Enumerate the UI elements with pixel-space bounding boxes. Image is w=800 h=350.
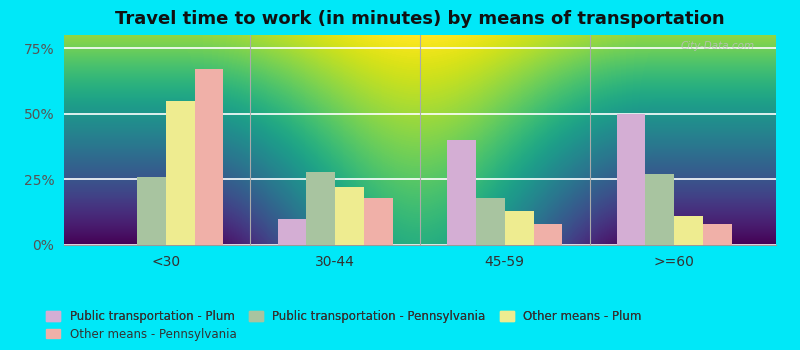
Bar <box>194 69 223 245</box>
Bar <box>617 114 646 245</box>
Bar <box>674 216 703 245</box>
Text: City-Data.com: City-Data.com <box>681 41 754 51</box>
Bar <box>306 172 335 245</box>
Bar <box>703 224 732 245</box>
Bar <box>476 198 505 245</box>
Bar <box>447 140 476 245</box>
Bar <box>534 224 562 245</box>
Bar <box>166 101 194 245</box>
Bar <box>137 177 166 245</box>
Bar <box>278 219 306 245</box>
Bar <box>646 174 674 245</box>
Bar <box>335 187 364 245</box>
Legend: Other means - Pennsylvania: Other means - Pennsylvania <box>46 328 236 341</box>
Title: Travel time to work (in minutes) by means of transportation: Travel time to work (in minutes) by mean… <box>115 10 725 28</box>
Legend: Public transportation - Plum, Public transportation - Pennsylvania, Other means : Public transportation - Plum, Public tra… <box>46 310 642 323</box>
Bar <box>505 211 534 245</box>
Bar <box>364 198 393 245</box>
